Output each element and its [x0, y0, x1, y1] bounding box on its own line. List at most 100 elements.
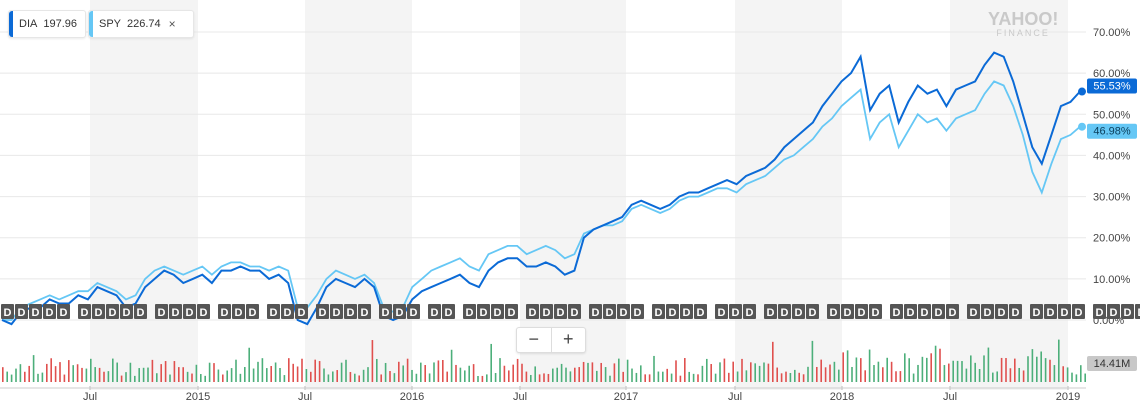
- legend-spy-swatch: [89, 11, 93, 37]
- volume-bar: [279, 368, 281, 382]
- volume-bar: [785, 371, 787, 382]
- volume-bar: [670, 373, 673, 382]
- dividend-marker: [505, 304, 518, 319]
- dividend-marker: [1072, 304, 1085, 319]
- volume-bar: [516, 358, 519, 382]
- volume-bar: [732, 361, 734, 382]
- dividend-marker: [981, 304, 994, 319]
- volume-bar: [701, 365, 704, 382]
- volume-bar: [631, 368, 633, 382]
- volume-bar: [609, 375, 611, 382]
- volume-bar: [926, 357, 928, 382]
- volume-bar: [41, 372, 44, 382]
- volume-bar: [719, 362, 721, 382]
- yahoo-finance-logo: YAHOO! FINANCE: [988, 10, 1058, 38]
- dividend-marker-label: D: [137, 307, 145, 319]
- volume-bar: [68, 360, 70, 382]
- volume-bar: [750, 362, 752, 382]
- dividend-marker-label: D: [396, 307, 404, 319]
- volume-bar: [288, 358, 290, 382]
- dividend-marker: [869, 304, 882, 319]
- dividend-marker-label: D: [466, 307, 474, 319]
- dividend-marker: [267, 304, 280, 319]
- volume-bar: [552, 368, 554, 382]
- volume-bar: [912, 373, 915, 382]
- volume-bar: [684, 358, 686, 382]
- volume-bar: [213, 363, 215, 382]
- dividend-marker-label: D: [284, 307, 292, 319]
- dividend-marker: [764, 304, 777, 319]
- volume-bar: [164, 361, 167, 382]
- dividend-marker: [1121, 304, 1134, 319]
- volume-bar: [811, 340, 814, 382]
- dividend-marker-label: D: [998, 307, 1006, 319]
- dividend-marker-label: D: [1096, 307, 1104, 319]
- volume-bar: [895, 371, 897, 382]
- volume-bar: [772, 341, 774, 382]
- volume-bar: [433, 362, 435, 382]
- dividend-marker-label: D: [683, 307, 691, 319]
- dividend-marker: [43, 304, 56, 319]
- volume-bar: [134, 375, 136, 382]
- volume-bar: [1066, 367, 1069, 382]
- legend-dia[interactable]: DIA 197.96: [8, 10, 86, 38]
- volume-bar: [648, 374, 651, 382]
- dividend-marker-label: D: [494, 307, 502, 319]
- remove-spy-close-icon[interactable]: ×: [168, 17, 176, 31]
- x-tick-label: Jul: [83, 391, 97, 403]
- volume-bar: [270, 366, 272, 382]
- volume-bar: [142, 367, 145, 382]
- volume-value-tag: [1087, 356, 1137, 371]
- volume-bar: [741, 358, 743, 382]
- volume-bar: [459, 367, 462, 382]
- volume-bar: [882, 367, 884, 382]
- dividend-marker: [995, 304, 1008, 319]
- volume-bar: [54, 366, 57, 382]
- dividend-marker: [715, 304, 728, 319]
- zoom-in-button[interactable]: +: [562, 329, 574, 349]
- volume-bar: [230, 368, 233, 382]
- dividend-marker: [379, 304, 392, 319]
- volume-bar: [851, 366, 853, 382]
- volume-bar: [657, 371, 660, 382]
- dividend-marker: [890, 304, 903, 319]
- volume-bar: [402, 365, 404, 382]
- dividend-marker: [197, 304, 210, 319]
- volume-bar: [186, 371, 189, 382]
- dividend-marker-label: D: [872, 307, 880, 319]
- volume-bar: [398, 361, 400, 382]
- dividend-marker: [1058, 304, 1071, 319]
- volume-bar: [996, 371, 998, 382]
- x-tick-label: 2018: [830, 391, 854, 403]
- dividend-marker-label: D: [445, 307, 453, 319]
- volume-bar: [248, 347, 250, 382]
- dividend-marker-label: D: [95, 307, 103, 319]
- volume-bar: [978, 369, 981, 382]
- volume-bar: [208, 362, 211, 382]
- dividend-marker: [967, 304, 980, 319]
- dividend-marker-label: D: [109, 307, 117, 319]
- volume-bar: [873, 365, 875, 382]
- volume-bar: [446, 371, 448, 382]
- dividend-marker: [120, 304, 133, 319]
- volume-bar: [525, 371, 528, 382]
- volume-bar: [816, 366, 818, 382]
- volume-bar: [323, 368, 325, 382]
- volume-bar: [24, 371, 26, 382]
- zoom-out-button[interactable]: −: [528, 329, 539, 349]
- dividend-marker: [428, 304, 441, 319]
- volume-bar: [908, 358, 910, 382]
- dividend-marker: [1009, 304, 1022, 319]
- dividend-marker-label: D: [221, 307, 229, 319]
- dividend-marker-label: D: [732, 307, 740, 319]
- volume-bar: [860, 358, 862, 382]
- dividend-marker: [603, 304, 616, 319]
- x-tick-label: Jul: [513, 391, 527, 403]
- legend-spy[interactable]: SPY 226.74 ×: [88, 10, 194, 38]
- volume-bar: [314, 359, 316, 382]
- volume-bar: [76, 364, 79, 382]
- volume-bar: [1036, 356, 1038, 382]
- volume-bar: [494, 372, 497, 382]
- dividend-marker-label: D: [200, 307, 208, 319]
- legend-dia-swatch: [9, 11, 13, 37]
